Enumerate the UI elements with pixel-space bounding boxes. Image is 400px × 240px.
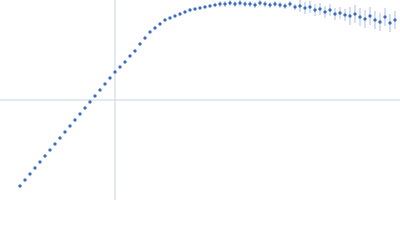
data-point	[163, 18, 167, 22]
data-point	[288, 2, 292, 6]
data-point	[63, 130, 67, 134]
data-point	[308, 5, 312, 9]
data-point	[223, 2, 227, 6]
data-point	[38, 160, 42, 164]
data-point	[318, 7, 322, 11]
data-point	[338, 11, 342, 15]
data-point	[258, 1, 262, 5]
data-point	[103, 82, 107, 86]
data-point	[93, 94, 97, 98]
chart	[0, 0, 400, 200]
data-point	[233, 2, 237, 6]
data-point	[118, 65, 122, 69]
data-point	[78, 112, 82, 116]
data-point	[208, 4, 212, 8]
data-point	[278, 3, 282, 7]
data-point	[353, 12, 357, 16]
data-point	[298, 4, 302, 8]
data-point	[388, 21, 392, 25]
data-point	[153, 26, 157, 30]
data-point	[363, 17, 367, 21]
data-point	[143, 36, 147, 40]
data-point	[313, 8, 317, 12]
data-point	[28, 172, 32, 176]
data-point	[368, 14, 372, 18]
data-point	[263, 2, 267, 6]
data-point	[333, 12, 337, 16]
data-point	[53, 142, 57, 146]
data-point	[158, 22, 162, 26]
data-point	[248, 2, 252, 6]
data-point	[238, 1, 242, 5]
data-point	[23, 178, 27, 182]
data-point	[283, 4, 287, 8]
data-point	[273, 2, 277, 6]
data-point	[343, 13, 347, 17]
data-point	[243, 2, 247, 6]
data-point	[378, 20, 382, 24]
data-point	[228, 1, 232, 5]
data-point	[128, 54, 132, 58]
data-point	[268, 3, 272, 7]
data-point	[148, 30, 152, 34]
data-point	[183, 10, 187, 14]
data-point	[348, 14, 352, 18]
data-point	[68, 124, 72, 128]
data-point	[178, 12, 182, 16]
data-point	[193, 7, 197, 11]
data-point	[133, 49, 137, 53]
data-point	[73, 118, 77, 122]
page: {"chart_data": {"type": "scatter", "colo…	[0, 0, 400, 200]
data-point	[373, 18, 377, 22]
data-point	[48, 148, 52, 152]
data-point	[88, 100, 92, 104]
data-point	[18, 184, 22, 188]
data-point	[98, 88, 102, 92]
data-point	[123, 60, 127, 64]
data-point	[393, 18, 397, 22]
data-point	[358, 15, 362, 19]
data-point	[108, 76, 112, 80]
data-point	[58, 136, 62, 140]
data-point	[303, 6, 307, 10]
data-point	[198, 6, 202, 10]
data-point	[218, 2, 222, 6]
data-point	[33, 166, 37, 170]
data-point	[383, 15, 387, 19]
data-point	[293, 5, 297, 9]
data-point	[213, 3, 217, 7]
data-point	[323, 10, 327, 14]
data-point	[328, 8, 332, 12]
data-point	[168, 16, 172, 20]
data-point	[43, 154, 47, 158]
data-point	[203, 5, 207, 9]
data-point	[138, 42, 142, 46]
data-point	[113, 70, 117, 74]
data-point	[173, 14, 177, 18]
data-point	[83, 106, 87, 110]
data-point	[188, 8, 192, 12]
data-point	[253, 3, 257, 7]
